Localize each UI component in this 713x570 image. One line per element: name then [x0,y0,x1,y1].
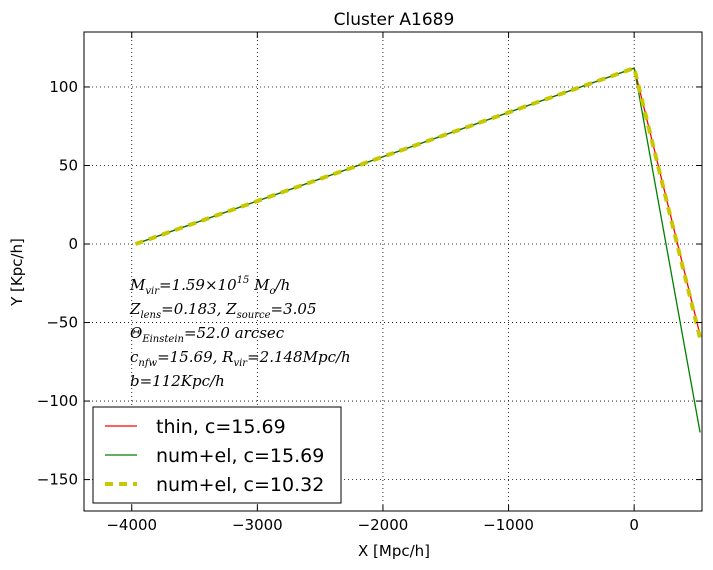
x-tick-label: −3000 [232,516,283,534]
x-tick-label: −2000 [358,516,409,534]
y-tick-label: 50 [59,156,78,174]
annotation-part: Einstein [141,334,184,345]
y-tick-label: −50 [46,314,78,332]
annotation-line-1: Mvir​=1.59×1015​ Mo​/h [129,275,290,297]
series-line-1 [135,67,701,336]
annotation-part: Z [129,300,141,318]
annotations: Mvir​=1.59×1015​ Mo​/h Zlens​=0.183, Zsou… [129,275,351,390]
x-axis-label: X [Mpc/h] [358,542,430,560]
annotation-part: =1.59×10 [159,276,237,294]
annotation-part: Θ [130,324,142,342]
grid [84,32,702,511]
plot-frame [83,31,703,512]
x-tick-label: −4000 [106,516,157,534]
annotation-part: c [130,348,139,366]
annotation-part: =0.183, Z [161,300,237,318]
series-layer [134,66,703,433]
annotation-part: lens [140,310,161,321]
annotation-part: =3.05 [271,300,317,318]
annotation-line-5: b=112Kpc/h [130,372,225,390]
ticks: −4000 −3000 −2000 −1000 0 100 50 0 −50 −100 −150 [37,32,702,534]
annotation-part: /h [274,276,291,294]
y-tick-label: −150 [37,471,78,489]
annotation-part: vir [145,286,160,297]
y-tick-label: −100 [37,392,78,410]
annotation-part: =52.0 arcsec [184,324,285,342]
annotation-part: M [249,276,270,294]
legend-label-1: thin, c=15.69 [156,416,286,438]
annotation-part: 15 [237,275,250,286]
annotation-part: =15.69, R [157,348,233,366]
annotation-part: source [237,310,271,321]
chart-title: Cluster A1689 [334,10,455,30]
x-tick-label: −1000 [483,516,534,534]
series-line-3 [134,66,703,339]
y-tick-label: 0 [68,235,78,253]
annotation-part: M [129,276,146,294]
legend-label-3: num+el, c=10.32 [156,474,324,496]
legend-label-2: num+el, c=15.69 [156,445,324,467]
y-axis-label: Y [Kpc/h] [8,238,26,307]
annotation-line-3: ΘEinstein​=52.0 arcsec [130,324,285,345]
x-tick-label: 0 [629,516,639,534]
annotation-part: o [270,286,276,297]
annotation-line-2: Zlens​=0.183, Zsource​=3.05 [129,300,316,321]
y-tick-label: 100 [49,78,78,96]
annotation-part: =2.148Mpc/h [247,348,351,366]
annotation-line-4: cnfw​=15.69, Rvir​=2.148Mpc/h [130,348,351,369]
series-line-2 [135,67,701,433]
annotation-part: vir [233,358,248,369]
annotation-part: b=112Kpc/h [130,372,225,390]
annotation-part: nfw [138,358,157,369]
legend: thin, c=15.69 num+el, c=15.69 num+el, c=10… [92,406,342,504]
